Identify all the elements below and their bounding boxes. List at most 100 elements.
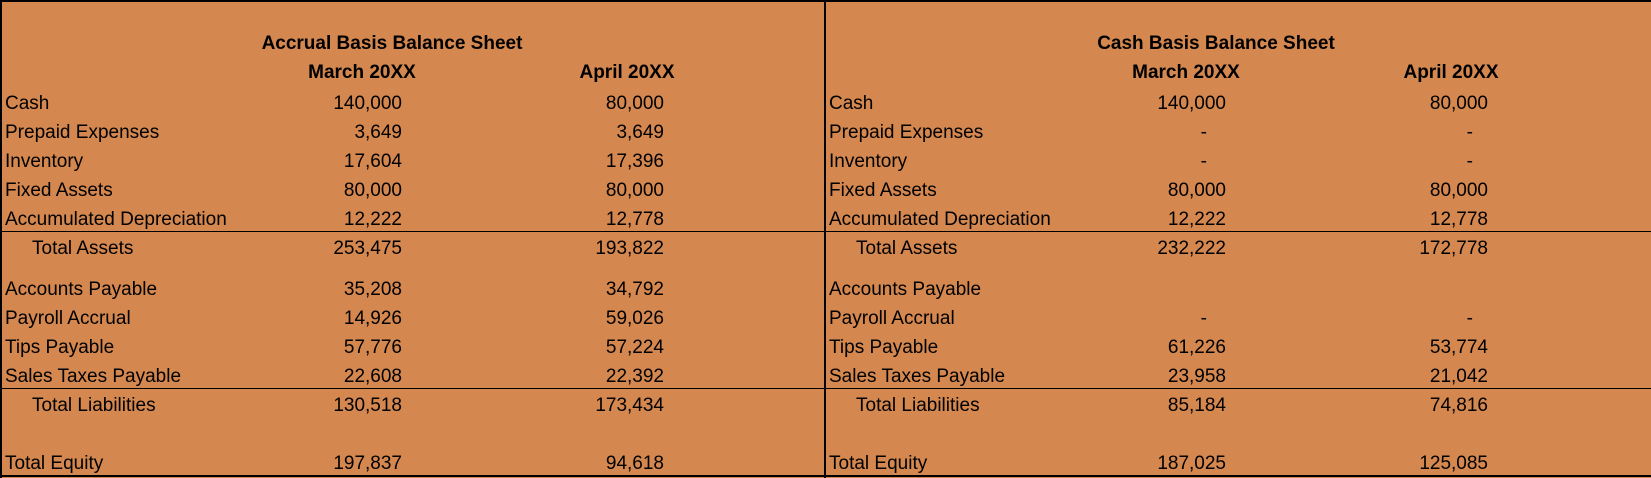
accrual-row-tips-payable: Tips Payable 57,776 57,224 [2,333,824,362]
accrual-row-inventory: Inventory 17,604 17,396 [2,147,824,176]
accrual-row-total-equity: Total Equity 197,837 94,618 [2,449,824,478]
accrual-title: Accrual Basis Balance Sheet [261,33,523,54]
row-label: Accumulated Depreciation [829,209,1051,230]
april-value: 59,026 [605,308,664,329]
cash-row-cash: Cash 140,000 80,000 [826,89,1651,118]
cash-balance-sheet: Cash Basis Balance Sheet March 20XX Apri… [826,0,1651,478]
cash-row-accum-depreciation: Accumulated Depreciation 12,222 12,778 [826,205,1651,234]
april-value: 80,000 [1429,180,1488,201]
cash-row-total-liabilities: Total Liabilities 85,184 74,816 [826,391,1651,420]
row-label: Total Assets [32,238,134,259]
cash-row-fixed-assets: Fixed Assets 80,000 80,000 [826,176,1651,205]
march-value: 253,475 [333,238,402,259]
row-label: Inventory [829,151,908,172]
total-assets-rule [2,231,824,232]
accrual-row-prepaid: Prepaid Expenses 3,649 3,649 [2,118,824,147]
row-label: Prepaid Expenses [5,122,160,143]
row-label: Accounts Payable [829,279,982,300]
total-liabilities-rule [826,388,1651,389]
row-label: Fixed Assets [829,180,937,201]
april-value: 57,224 [605,337,664,358]
march-value: - [1200,308,1207,329]
cash-row-tips-payable: Tips Payable 61,226 53,774 [826,333,1651,362]
accrual-row-total-liabilities: Total Liabilities 130,518 173,434 [2,391,824,420]
march-value: 17,604 [343,151,402,172]
march-value: 80,000 [343,180,402,201]
cash-row-total-equity: Total Equity 187,025 125,085 [826,449,1651,478]
row-label: Payroll Accrual [5,308,131,329]
march-value: 35,208 [343,279,402,300]
april-value: - [1466,151,1473,172]
accrual-col-march: March 20XX [308,62,416,83]
april-value: 17,396 [605,151,664,172]
march-value: 232,222 [1157,238,1226,259]
march-value: 130,518 [333,395,402,416]
left-border [0,0,2,478]
april-value: 172,778 [1419,238,1488,259]
april-value: 74,816 [1429,395,1488,416]
march-value: 22,608 [343,366,402,387]
accrual-balance-sheet: Accrual Basis Balance Sheet March 20XX A… [2,0,824,478]
march-value: - [1200,122,1207,143]
row-label: Total Liabilities [32,395,156,416]
march-value: 57,776 [343,337,402,358]
april-value: 80,000 [1429,93,1488,114]
row-label: Sales Taxes Payable [5,366,182,387]
row-label: Tips Payable [829,337,939,358]
accrual-row-payroll-accrual: Payroll Accrual 14,926 59,026 [2,304,824,333]
cash-row-total-assets: Total Assets 232,222 172,778 [826,234,1651,263]
accrual-row-total-assets: Total Assets 253,475 193,822 [2,234,824,263]
accrual-row-sales-taxes: Sales Taxes Payable 22,608 22,392 [2,362,824,391]
accrual-row-fixed-assets: Fixed Assets 80,000 80,000 [2,176,824,205]
april-value: 125,085 [1419,453,1488,474]
april-value: 173,434 [595,395,664,416]
row-label: Total Equity [5,453,104,474]
march-value: 197,837 [333,453,402,474]
row-label: Accounts Payable [5,279,158,300]
march-value: 23,958 [1167,366,1226,387]
april-value: 80,000 [605,180,664,201]
april-value: 34,792 [605,279,664,300]
march-value: 3,649 [354,122,402,143]
april-value: - [1466,308,1473,329]
april-value: 80,000 [605,93,664,114]
row-label: Cash [829,93,874,114]
april-value: - [1466,122,1473,143]
row-label: Payroll Accrual [829,308,955,329]
march-value: 187,025 [1157,453,1226,474]
march-value: 14,926 [343,308,402,329]
march-value: 85,184 [1167,395,1226,416]
march-value: 61,226 [1167,337,1226,358]
march-value: 12,222 [343,209,402,230]
row-label: Prepaid Expenses [829,122,984,143]
march-value: 140,000 [1157,93,1226,114]
cash-row-sales-taxes: Sales Taxes Payable 23,958 21,042 [826,362,1651,391]
april-value: 21,042 [1429,366,1488,387]
row-label: Total Assets [856,238,958,259]
cash-row-payroll-accrual: Payroll Accrual - - [826,304,1651,333]
cash-title: Cash Basis Balance Sheet [1097,33,1335,54]
april-value: 94,618 [605,453,664,474]
row-label: Total Equity [829,453,928,474]
total-liabilities-rule [2,388,824,389]
row-label: Cash [5,93,50,114]
april-value: 12,778 [1429,209,1488,230]
march-value: 80,000 [1167,180,1226,201]
march-value: - [1200,151,1207,172]
april-value: 53,774 [1429,337,1488,358]
row-label: Sales Taxes Payable [829,366,1006,387]
march-value: 12,222 [1167,209,1226,230]
april-value: 3,649 [616,122,664,143]
total-assets-rule [826,231,1651,232]
accrual-col-april: April 20XX [579,62,675,83]
row-label: Inventory [5,151,84,172]
row-label: Fixed Assets [5,180,113,201]
accrual-row-accounts-payable: Accounts Payable 35,208 34,792 [2,275,824,304]
row-label: Total Liabilities [856,395,980,416]
row-label: Tips Payable [5,337,115,358]
april-value: 193,822 [595,238,664,259]
april-value: 12,778 [605,209,664,230]
accrual-row-accum-depreciation: Accumulated Depreciation 12,222 12,778 [2,205,824,234]
row-label: Accumulated Depreciation [5,209,227,230]
